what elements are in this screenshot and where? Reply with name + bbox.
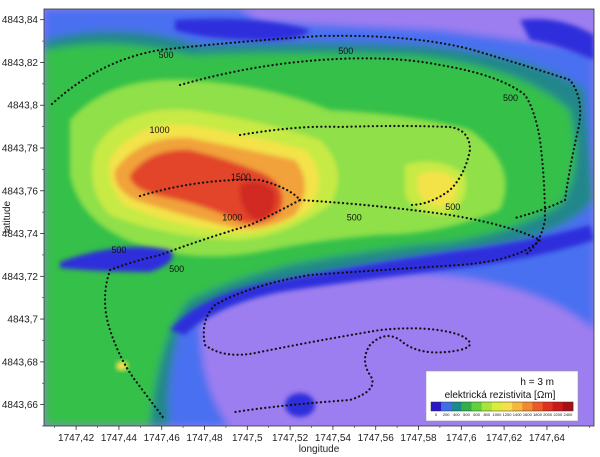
legend-height-label: h = 3 m bbox=[520, 377, 554, 388]
contour-label: 1000 bbox=[222, 213, 242, 223]
legend-tick-label: 200 bbox=[443, 412, 450, 417]
legend-swatch bbox=[471, 402, 483, 411]
legend-swatch bbox=[522, 402, 533, 411]
region-yellow-spot bbox=[116, 361, 128, 371]
x-tick-label: 1747,56 bbox=[358, 433, 395, 444]
y-tick-label: 4843,78 bbox=[2, 144, 39, 155]
plot-frame bbox=[43, 8, 595, 427]
legend-swatch bbox=[481, 402, 493, 411]
legend-swatch bbox=[431, 402, 442, 411]
x-tick-label: 1747,48 bbox=[186, 433, 223, 444]
legend-tick-label: 600 bbox=[473, 412, 480, 417]
region-deep-blue-north bbox=[175, 18, 310, 41]
contour-label: 500 bbox=[347, 213, 362, 223]
legend-title: elektrická rezistivita [Ωm] bbox=[445, 390, 556, 401]
legend-tick-label: 800 bbox=[483, 412, 490, 417]
x-axis: 1747,42 1747,44 1747,46 1747,48 1747,5 1747,5… bbox=[54, 426, 591, 444]
legend-tick-label: 400 bbox=[453, 412, 460, 417]
y-tick-label: 4843,84 bbox=[2, 15, 39, 26]
y-tick-label: 4843,68 bbox=[2, 357, 39, 368]
legend-ticks: 0 200 400 500 600 800 1000 1200 1400 1600 1800 2000… bbox=[435, 412, 573, 417]
region-deep-blue-west bbox=[60, 246, 173, 272]
y-axis-title: latitude bbox=[2, 200, 13, 233]
y-tick-label: 4843,7 bbox=[7, 315, 38, 326]
legend-tick-label: 0 bbox=[435, 412, 438, 417]
x-tick-label: 1747,6 bbox=[446, 433, 477, 444]
legend-tick-label: 500 bbox=[463, 412, 470, 417]
legend-box bbox=[425, 370, 579, 422]
contour-label: 500 bbox=[158, 50, 173, 60]
region-yellow-east bbox=[418, 171, 457, 207]
contour-labels: 500 500 500 1000 1500 1000 500 500 500 500 bbox=[111, 46, 518, 274]
y-axis: 4843,84 4843,82 4843,8 4843,78 4843,76 4843,7… bbox=[2, 15, 44, 427]
legend-swatch bbox=[502, 402, 513, 411]
region-purple-north bbox=[240, 9, 594, 50]
legend-swatch bbox=[491, 402, 503, 411]
heatmap-layer bbox=[44, 9, 594, 426]
contour-label: 500 bbox=[111, 245, 126, 255]
x-tick-label: 1747,62 bbox=[486, 433, 523, 444]
legend-swatch bbox=[451, 402, 462, 411]
legend-tick-label: 2000 bbox=[543, 412, 553, 417]
contour-line-west-north bbox=[103, 178, 302, 422]
y-tick-label: 4843,82 bbox=[2, 58, 39, 69]
region-dark-red bbox=[239, 181, 276, 222]
x-tick-label: 1747,42 bbox=[58, 433, 95, 444]
x-tick-label: 1747,44 bbox=[101, 433, 138, 444]
x-axis-title: longitude bbox=[299, 444, 340, 455]
legend: h = 3 m elektrická rezistivita [Ωm] 0 200… bbox=[425, 370, 579, 422]
contour-label: 500 bbox=[169, 264, 184, 274]
contour-label: 500 bbox=[445, 202, 460, 212]
region-deep-blue-northeast bbox=[520, 19, 594, 60]
legend-tick-label: 1400 bbox=[513, 412, 523, 417]
contour-label: 1000 bbox=[150, 125, 170, 135]
contour-lines bbox=[50, 34, 582, 422]
legend-swatch bbox=[542, 402, 554, 411]
contour-line-south-loop bbox=[202, 198, 542, 414]
contour-line-center bbox=[238, 124, 472, 207]
region-deep-blue-spot bbox=[285, 393, 315, 417]
contour-label: 1500 bbox=[231, 172, 251, 182]
x-tick-label: 1747,64 bbox=[529, 433, 566, 444]
contour-label: 500 bbox=[503, 93, 518, 103]
region-deep-blue-band bbox=[170, 225, 594, 335]
x-tick-label: 1747,54 bbox=[315, 433, 352, 444]
legend-swatch bbox=[562, 402, 574, 411]
legend-tick-label: 2200 bbox=[553, 412, 563, 417]
legend-swatch bbox=[532, 402, 543, 411]
legend-tick-label: 1800 bbox=[533, 412, 543, 417]
legend-swatch bbox=[441, 402, 452, 411]
y-tick-label: 4843,72 bbox=[2, 272, 39, 283]
legend-colorbar bbox=[430, 401, 574, 412]
x-tick-label: 1747,46 bbox=[144, 433, 181, 444]
y-tick-label: 4843,76 bbox=[2, 186, 39, 197]
legend-swatch bbox=[461, 402, 472, 411]
y-tick-label: 4843,66 bbox=[2, 400, 39, 411]
legend-tick-label: 1000 bbox=[492, 412, 502, 417]
legend-swatch bbox=[552, 402, 564, 411]
legend-tick-label: 1200 bbox=[503, 412, 513, 417]
legend-tick-label: 2400 bbox=[563, 412, 573, 417]
region-green-strip bbox=[97, 268, 164, 426]
legend-tick-label: 1600 bbox=[523, 412, 533, 417]
x-tick-label: 1747,52 bbox=[272, 433, 309, 444]
x-tick-label: 1747,58 bbox=[400, 433, 437, 444]
y-tick-label: 4843,8 bbox=[7, 101, 38, 112]
legend-colorbar-frame bbox=[430, 401, 574, 412]
x-tick-label: 1747,5 bbox=[232, 433, 263, 444]
legend-swatch bbox=[512, 402, 523, 411]
y-tick-label: 4843,74 bbox=[2, 229, 39, 240]
contour-label: 500 bbox=[338, 46, 353, 56]
